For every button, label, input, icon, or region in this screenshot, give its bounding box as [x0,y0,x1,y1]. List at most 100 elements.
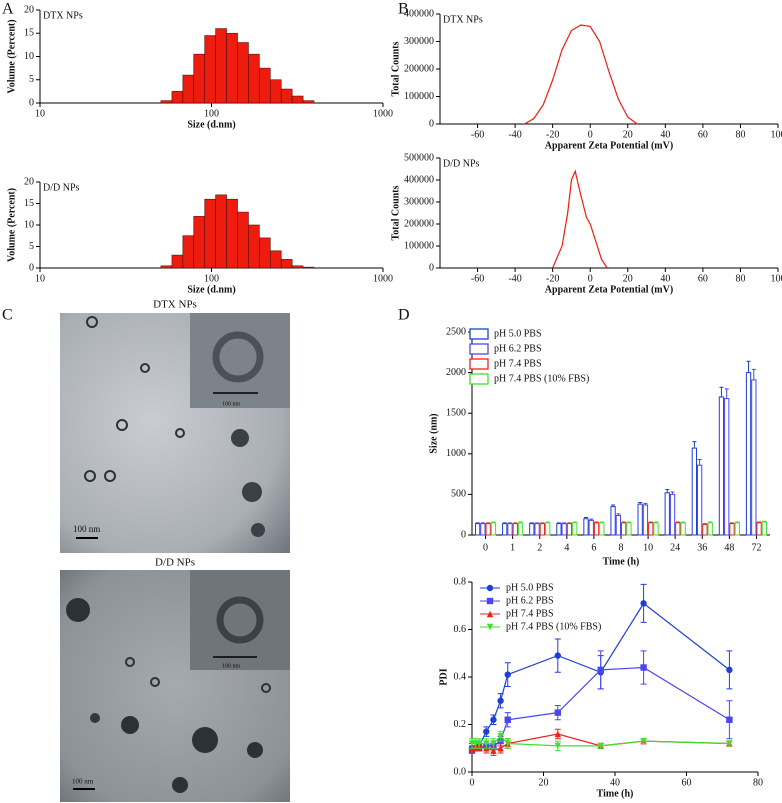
marker [504,716,511,723]
error-bar [545,521,550,523]
marker [597,742,604,750]
x-axis-label: Apparent Zeta Potential (mV) [545,140,673,151]
bar [583,518,589,536]
legend-label: pH 7.4 PBS (10% FBS) [494,373,589,384]
legend-label: pH 7.4 PBS [494,358,542,369]
y-tick-label: 10 [24,51,34,62]
x-tick-label: -40 [508,273,521,284]
bar [193,53,206,104]
x-tick-label: 80 [735,129,745,140]
chart-title: D/D NPs [43,182,80,193]
y-tick-label: 400000 [404,174,434,185]
marker [497,733,504,740]
y-tick-label: 2000 [446,367,466,378]
x-tick-label: 80 [735,273,745,284]
error-bar [507,522,512,524]
error-bar [535,522,540,524]
x-tick-label: 2 [537,542,542,553]
scale-bar-label: 100 nm [222,401,241,407]
error-bar [589,518,594,521]
marker [554,742,561,750]
x-tick-label: 24 [670,542,680,553]
error-bar [518,521,523,523]
error-bar [616,513,621,516]
bar [269,250,282,269]
bar [517,522,524,536]
error-bar [621,521,626,523]
x-axis-label: Time (h) [603,556,640,567]
bar [474,523,481,536]
bar [675,522,681,536]
bar [269,79,282,104]
bar [259,67,271,104]
bar [204,198,216,269]
bar [259,237,271,269]
marker [486,597,494,605]
y-tick-label: 400000 [404,8,434,19]
bar [664,492,670,536]
legend-swatch [469,358,489,370]
x-axis-label: Size (d.nm) [187,284,235,295]
bar [702,523,708,536]
x-tick-label: 0 [483,542,488,553]
bar [653,522,659,536]
x-tick-label: 1000 [373,108,393,119]
y-tick-label: 0.2 [454,719,467,730]
x-tick-label: 1000 [373,273,393,284]
error-bar [480,522,485,524]
y-tick-label: 0 [29,97,34,108]
error-bar [681,521,686,523]
error-bar [502,522,507,524]
error-bar [529,522,534,524]
marker [726,716,733,723]
marker [486,623,494,631]
error-bar [730,522,735,524]
x-tick-label: 20 [539,777,549,788]
x-tick-label: 60 [698,129,708,140]
error-bar [654,521,659,523]
legend-label: pH 5.0 PBS [494,328,542,339]
marker [483,728,490,735]
x-tick-label: 8 [619,542,624,553]
bar [237,42,249,104]
y-tick-label: 5 [29,74,34,85]
x-tick-label: 72 [751,542,761,553]
error-bar [702,523,707,525]
x-tick-label: 100 [771,129,782,140]
scale-bar-label: 100 nm [73,524,100,534]
x-axis-label: Time (h) [597,788,634,799]
bar [556,523,562,536]
marker [726,666,733,674]
y-tick-label: 100000 [404,91,434,102]
error-bar [675,521,680,523]
bar [718,396,725,536]
bar [566,523,573,536]
marker [483,740,490,747]
y-tick-label: 1000 [446,448,466,459]
error-bar [692,441,697,449]
image-title: DTX NPs [153,299,197,311]
bar [610,506,616,536]
error-bar [513,522,518,524]
x-tick-label: 0 [588,129,593,140]
y-tick-label: 0 [429,118,434,129]
legend-label: pH 6.2 PBS [494,343,542,354]
marker [554,652,561,659]
bar [637,503,643,536]
bar [248,53,260,104]
bar [512,523,518,536]
y-tick-label: 200000 [404,218,434,229]
marker [640,600,647,607]
bar [248,224,260,269]
error-bar [562,522,567,524]
bar [534,523,540,536]
y-axis-label: Volume (Percent) [6,19,17,93]
x-tick-label: 20 [623,129,633,140]
error-bar [491,521,496,523]
error-bar [751,368,756,380]
bar [724,398,730,536]
error-bar [665,489,670,493]
bar [280,259,293,269]
